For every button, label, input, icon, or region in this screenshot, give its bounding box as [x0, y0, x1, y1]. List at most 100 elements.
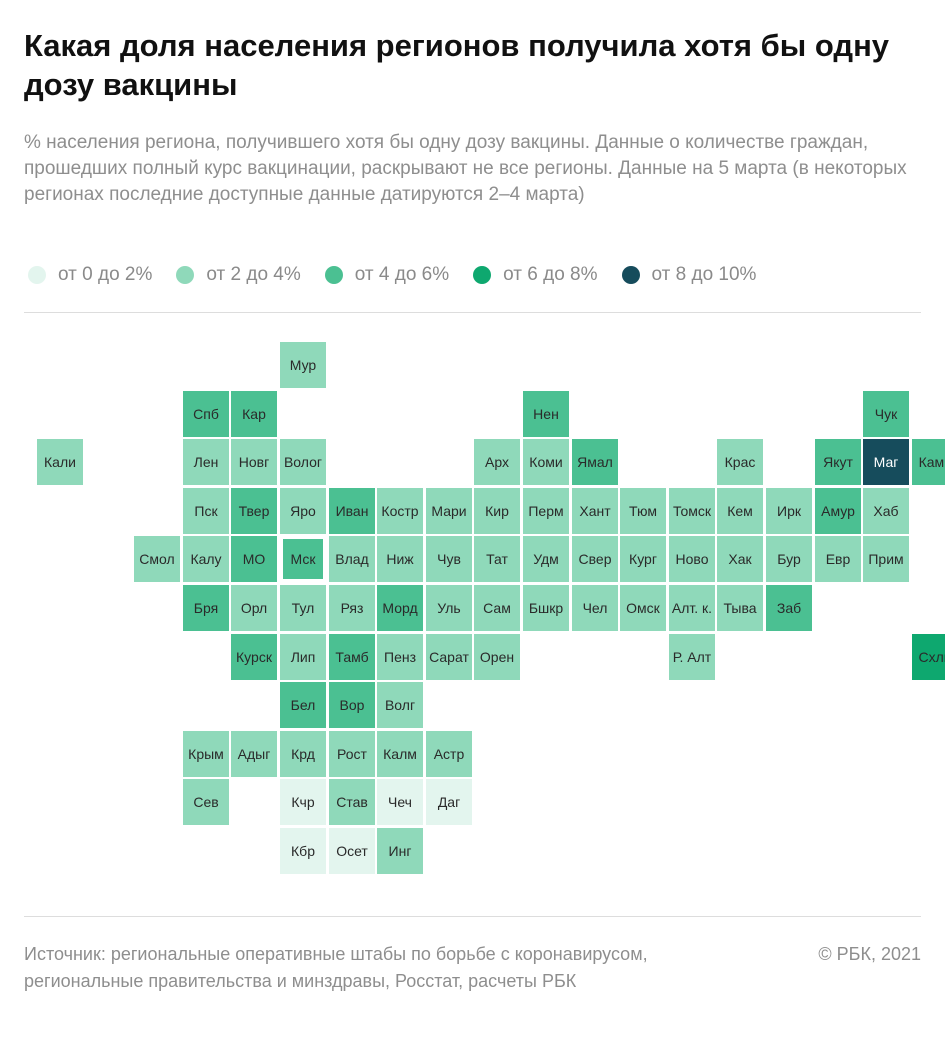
region-tile[interactable]: Чук	[863, 391, 909, 437]
legend-item: от 4 до 6%	[324, 264, 450, 286]
region-tile[interactable]: Прим	[863, 536, 909, 582]
region-tile[interactable]: Калу	[183, 536, 229, 582]
region-tile[interactable]: Сам	[474, 585, 520, 631]
region-tile[interactable]: Спб	[183, 391, 229, 437]
region-tile[interactable]: Схлн	[912, 634, 945, 680]
region-tile[interactable]: Крым	[183, 731, 229, 777]
region-tile[interactable]: Кали	[37, 439, 83, 485]
region-tile[interactable]: Мск	[280, 536, 326, 582]
legend-label: от 4 до 6%	[354, 264, 450, 285]
region-tile[interactable]: Новг	[231, 439, 277, 485]
region-tile[interactable]: Кург	[620, 536, 666, 582]
region-tile[interactable]: Вор	[329, 682, 375, 728]
region-tile[interactable]: Ниж	[377, 536, 423, 582]
region-tile[interactable]: Тюм	[620, 488, 666, 534]
region-tile[interactable]: Яро	[280, 488, 326, 534]
region-tile[interactable]: Крас	[717, 439, 763, 485]
region-tile[interactable]: Бря	[183, 585, 229, 631]
region-tile[interactable]: Хаб	[863, 488, 909, 534]
region-tile[interactable]: Астр	[426, 731, 472, 777]
region-tile[interactable]: Перм	[523, 488, 569, 534]
region-tile[interactable]: Бур	[766, 536, 812, 582]
region-tile[interactable]: Заб	[766, 585, 812, 631]
region-tile[interactable]: Пск	[183, 488, 229, 534]
region-tile[interactable]: Амур	[815, 488, 861, 534]
region-tile[interactable]: Костр	[377, 488, 423, 534]
region-tile[interactable]: МО	[231, 536, 277, 582]
legend-label: от 2 до 4%	[206, 264, 301, 285]
legend-swatch	[176, 266, 195, 284]
region-tile[interactable]: Ирк	[766, 488, 812, 534]
region-tile[interactable]: Чув	[426, 536, 472, 582]
region-tile[interactable]: Бел	[280, 682, 326, 728]
region-tile[interactable]: Евр	[815, 536, 861, 582]
region-tile[interactable]: Волог	[280, 439, 326, 485]
legend-item: от 6 до 8%	[473, 264, 598, 286]
region-tile[interactable]: Адыг	[231, 731, 277, 777]
region-tile[interactable]: Иван	[329, 488, 375, 534]
legend-item: от 8 до 10%	[621, 264, 757, 286]
region-tile[interactable]: Свер	[572, 536, 618, 582]
region-tile[interactable]: Омск	[620, 585, 666, 631]
region-tile[interactable]: Нен	[523, 391, 569, 437]
region-tile[interactable]: Камч	[912, 439, 945, 485]
region-tile[interactable]: Инг	[377, 828, 423, 874]
region-tile[interactable]: Арх	[474, 439, 520, 485]
region-tile[interactable]: Р. Алт	[669, 634, 715, 680]
region-tile[interactable]: Рост	[329, 731, 375, 777]
region-tile[interactable]: Кем	[717, 488, 763, 534]
region-tile[interactable]: Мур	[280, 342, 326, 388]
region-tile[interactable]: Пенз	[377, 634, 423, 680]
region-tile[interactable]: Мари	[426, 488, 472, 534]
region-tile[interactable]: Твер	[231, 488, 277, 534]
region-tile[interactable]: Якут	[815, 439, 861, 485]
region-tile[interactable]: Кчр	[280, 779, 326, 825]
legend-swatch	[28, 266, 46, 284]
region-tile[interactable]: Бшкр	[523, 585, 569, 631]
region-tile[interactable]: Лип	[280, 634, 326, 680]
region-tile[interactable]: Калм	[377, 731, 423, 777]
region-tile[interactable]: Удм	[523, 536, 569, 582]
region-tile[interactable]: Лен	[183, 439, 229, 485]
region-tile[interactable]: Морд	[377, 585, 423, 631]
legend-item: от 2 до 4%	[176, 264, 301, 286]
region-tile[interactable]: Крд	[280, 731, 326, 777]
region-tile[interactable]: Хант	[572, 488, 618, 534]
region-tile[interactable]: Орл	[231, 585, 277, 631]
region-tile[interactable]: Ряз	[329, 585, 375, 631]
region-tile[interactable]: Маг	[863, 439, 909, 485]
region-tile[interactable]: Влад	[329, 536, 375, 582]
region-tile[interactable]: Ямал	[572, 439, 618, 485]
region-tile[interactable]: Сарат	[426, 634, 472, 680]
region-tile[interactable]: Чел	[572, 585, 618, 631]
region-tile[interactable]: Волг	[377, 682, 423, 728]
region-tile[interactable]: Ново	[669, 536, 715, 582]
region-tile[interactable]: Хак	[717, 536, 763, 582]
region-tile[interactable]: Коми	[523, 439, 569, 485]
region-tile[interactable]: Тыва	[717, 585, 763, 631]
region-tile[interactable]: Курск	[231, 634, 277, 680]
region-tile[interactable]: Кар	[231, 391, 277, 437]
region-tile[interactable]: Кбр	[280, 828, 326, 874]
region-tile[interactable]: Томск	[669, 488, 715, 534]
region-tile[interactable]: Даг	[426, 779, 472, 825]
region-tile[interactable]: Осет	[329, 828, 375, 874]
region-tile[interactable]: Смол	[134, 536, 180, 582]
region-tile[interactable]: Алт. к.	[669, 585, 715, 631]
top-divider	[24, 312, 921, 313]
region-tile[interactable]: Чеч	[377, 779, 423, 825]
legend-label: от 8 до 10%	[651, 264, 757, 285]
region-tile[interactable]: Уль	[426, 585, 472, 631]
region-tile[interactable]: Тат	[474, 536, 520, 582]
region-tile[interactable]: Кир	[474, 488, 520, 534]
region-tile[interactable]: Став	[329, 779, 375, 825]
legend-item: от 0 до 2%	[28, 264, 152, 286]
region-tile[interactable]: Орен	[474, 634, 520, 680]
region-tile[interactable]: Тамб	[329, 634, 375, 680]
source-note: Источник: региональные оперативные штабы…	[24, 944, 648, 991]
legend-label: от 0 до 2%	[58, 264, 153, 285]
region-tile[interactable]: Тул	[280, 585, 326, 631]
region-tile[interactable]: Сев	[183, 779, 229, 825]
legend-swatch	[324, 266, 343, 284]
